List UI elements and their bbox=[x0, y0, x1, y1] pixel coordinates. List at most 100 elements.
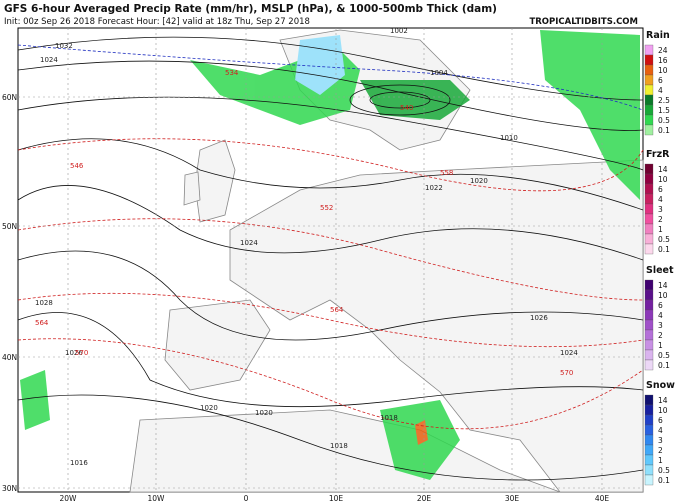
isobar-label: 1020 bbox=[255, 409, 273, 417]
legend-title: FrzR bbox=[646, 149, 670, 160]
legend-label: 1 bbox=[658, 341, 663, 350]
legend-swatch bbox=[644, 203, 654, 215]
legend-label: 0.5 bbox=[658, 466, 670, 475]
legend-label: 2 bbox=[658, 215, 663, 224]
legend-swatch bbox=[644, 173, 654, 185]
legend-swatch bbox=[644, 94, 654, 106]
legend-swatch bbox=[644, 414, 654, 426]
longitude-label: 30E bbox=[505, 494, 520, 503]
thickness-label: 540 bbox=[400, 104, 413, 112]
legend-label: 10 bbox=[658, 66, 668, 75]
legend-swatch bbox=[644, 193, 654, 205]
longitude-label: 20E bbox=[417, 494, 432, 503]
latitude-label: 60N bbox=[2, 93, 17, 102]
legend-swatch bbox=[644, 183, 654, 195]
legend-label: 2 bbox=[658, 331, 663, 340]
legend-title: Rain bbox=[646, 30, 670, 41]
legend-swatch bbox=[644, 474, 654, 486]
legend-label: 6 bbox=[658, 185, 663, 194]
legend-label: 3 bbox=[658, 436, 663, 445]
thickness-lines-blue bbox=[17, 44, 644, 111]
legend-swatch bbox=[644, 124, 654, 136]
legend-label: 4 bbox=[658, 86, 663, 95]
legend-label: 1 bbox=[658, 456, 663, 465]
isobar-label: 1032 bbox=[55, 42, 73, 50]
legend-swatch bbox=[644, 404, 654, 416]
thickness-label: 552 bbox=[320, 204, 333, 212]
legend-title: Snow bbox=[646, 380, 675, 391]
legend-label: 6 bbox=[658, 416, 663, 425]
legend-label: 1.5 bbox=[658, 106, 670, 115]
legend-label: 3 bbox=[658, 321, 663, 330]
legend-swatch bbox=[644, 349, 654, 361]
thickness-lines bbox=[17, 138, 644, 430]
map-title: GFS 6-hour Averaged Precip Rate (mm/hr),… bbox=[4, 3, 497, 15]
isobar-label: 1020 bbox=[470, 177, 488, 185]
isobar-label: 1020 bbox=[200, 404, 218, 412]
isobar-label: 1026 bbox=[65, 349, 83, 357]
legend-title: Sleet bbox=[646, 265, 674, 276]
legend-swatch bbox=[644, 54, 654, 66]
legend-label: 0.5 bbox=[658, 351, 670, 360]
latitude-label: 50N bbox=[2, 222, 17, 231]
legend-swatch bbox=[644, 74, 654, 86]
legend-swatch bbox=[644, 434, 654, 446]
legend-swatch bbox=[644, 233, 654, 245]
isobars bbox=[17, 36, 644, 481]
legend-label: 0.1 bbox=[658, 476, 670, 485]
legend-label: 6 bbox=[658, 301, 663, 310]
thickness-label: 558 bbox=[440, 169, 453, 177]
legend-label: 14 bbox=[658, 165, 668, 174]
isobar-label: 1004 bbox=[430, 69, 448, 77]
thickness-label: 546 bbox=[70, 162, 84, 170]
isobar-label: 1022 bbox=[425, 184, 443, 192]
legend-label: 4 bbox=[658, 195, 663, 204]
isobar-label: 1024 bbox=[560, 349, 578, 357]
legend-label: 4 bbox=[658, 311, 663, 320]
isobar-label: 1028 bbox=[35, 299, 53, 307]
legend-label: 6 bbox=[658, 76, 663, 85]
legend-swatch bbox=[644, 464, 654, 476]
thickness-label: 570 bbox=[75, 349, 88, 357]
legend-label: 4 bbox=[658, 426, 663, 435]
legend-label: 2.5 bbox=[658, 96, 670, 105]
legend-label: 16 bbox=[658, 56, 668, 65]
legend-label: 3 bbox=[658, 205, 663, 214]
precip bbox=[20, 30, 640, 480]
legend-label: 0.1 bbox=[658, 245, 670, 254]
legend-label: 10 bbox=[658, 291, 668, 300]
longitude-label: 10E bbox=[329, 494, 344, 503]
legend-label: 0.5 bbox=[658, 116, 670, 125]
legend-swatch bbox=[644, 223, 654, 235]
legend-swatch bbox=[644, 309, 654, 321]
thickness-label: 534 bbox=[225, 69, 239, 77]
legend-label: 0.1 bbox=[658, 126, 670, 135]
legend-swatch bbox=[644, 329, 654, 341]
legend-label: 10 bbox=[658, 406, 668, 415]
legend-label: 14 bbox=[658, 396, 668, 405]
isobar-label: 1026 bbox=[530, 314, 548, 322]
isobar-label: 1002 bbox=[390, 27, 408, 35]
legend-label: 0.5 bbox=[658, 235, 670, 244]
thickness-label: 564 bbox=[35, 319, 49, 327]
latitude-label: 40N bbox=[2, 353, 17, 362]
legend-label: 10 bbox=[658, 175, 668, 184]
legend-label: 2 bbox=[658, 446, 663, 455]
legend-label: 0.1 bbox=[658, 361, 670, 370]
longitude-label: 20W bbox=[60, 494, 78, 503]
thickness-label: 564 bbox=[330, 306, 344, 314]
legend-swatch bbox=[644, 394, 654, 406]
isobar-label: 1018 bbox=[380, 414, 398, 422]
legend-swatch bbox=[644, 299, 654, 311]
isobar-label: 1018 bbox=[330, 442, 348, 450]
legend-label: 1 bbox=[658, 225, 663, 234]
longitude-label: 40E bbox=[595, 494, 610, 503]
legend-swatch bbox=[644, 243, 654, 255]
map-subtitle: Init: 00z Sep 26 2018 Forecast Hour: [42… bbox=[4, 17, 310, 27]
isobar-label: 1024 bbox=[240, 239, 258, 247]
legend-swatch bbox=[644, 114, 654, 126]
legend-swatch bbox=[644, 104, 654, 116]
site-name: TROPICALTIDBITS.COM bbox=[529, 17, 638, 27]
latitude-label: 30N bbox=[2, 484, 17, 493]
longitude-label: 0 bbox=[244, 494, 249, 503]
